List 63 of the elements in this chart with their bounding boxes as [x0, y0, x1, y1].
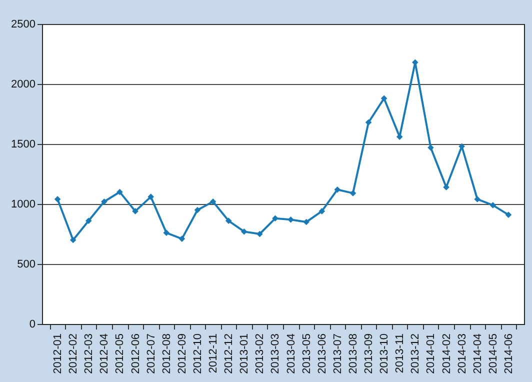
x-tick-label: 2014-01 [425, 334, 438, 374]
point [272, 215, 278, 222]
point [490, 202, 496, 208]
y-tick-label: 500 [17, 258, 36, 270]
point [194, 206, 201, 214]
x-tick-label: 2013-12 [410, 334, 422, 374]
point [428, 144, 434, 151]
point [256, 230, 263, 238]
x-tick-label: 2012-09 [176, 334, 188, 374]
point [210, 198, 216, 205]
x-tick-label: 2014-05 [487, 334, 500, 374]
x-tick-label: 2013-01 [238, 334, 251, 374]
point [116, 188, 123, 196]
point [70, 236, 76, 244]
y-tick-label: 2000 [11, 78, 36, 90]
x-tick-label: 2013-10 [378, 334, 391, 374]
point [178, 236, 186, 242]
y-tick-label: 1500 [11, 138, 36, 150]
y-tick-label: 2500 [11, 18, 36, 30]
point [443, 184, 450, 190]
x-tick-label: 2013-03 [270, 334, 282, 374]
point [240, 228, 248, 235]
y-tick-label: 1000 [11, 198, 36, 210]
point [303, 218, 310, 226]
point [101, 198, 108, 205]
x-tick-label: 2013-11 [394, 334, 406, 374]
x-tick-label: 2012-08 [160, 334, 173, 374]
x-tick-label: 2013-02 [254, 334, 266, 374]
point [225, 218, 232, 224]
y-tick-label: 0 [29, 318, 36, 330]
point [350, 190, 356, 196]
point [505, 212, 512, 218]
x-tick-label: 2012-12 [223, 334, 236, 374]
x-tick-label: 2013-07 [332, 334, 344, 374]
point [288, 216, 294, 223]
point [163, 230, 170, 236]
point [54, 196, 61, 202]
x-tick-label: 2013-05 [300, 334, 313, 374]
point [365, 119, 372, 126]
x-tick-label: 2013-09 [363, 334, 376, 374]
x-tick-label: 2012-06 [130, 334, 142, 374]
x-tick-label: 2012-07 [145, 334, 158, 374]
x-tick-label: 2013-04 [285, 334, 298, 374]
x-tick-label: 2014-04 [472, 334, 484, 374]
point [132, 208, 138, 214]
x-tick-label: 2012-03 [83, 334, 96, 374]
x-tick-label: 2012-11 [208, 334, 220, 374]
x-tick-label: 2013-06 [316, 334, 328, 374]
point [148, 194, 154, 200]
x-tick-label: 2012-02 [68, 334, 80, 374]
point [334, 186, 341, 193]
x-tick-label: 2014-03 [456, 334, 468, 374]
x-tick-label: 2012-05 [114, 334, 126, 374]
point [85, 218, 92, 224]
point [474, 196, 481, 202]
x-tick-label: 2012-10 [192, 334, 204, 374]
point [318, 208, 326, 214]
x-tick-label: 2012-04 [98, 334, 111, 374]
x-tick-label: 2014-02 [440, 334, 453, 374]
x-tick-label: 2014-06 [502, 334, 515, 374]
x-tick-label: 2012-01 [52, 334, 64, 374]
x-tick-label: 2013-08 [347, 334, 360, 374]
point [380, 95, 388, 102]
